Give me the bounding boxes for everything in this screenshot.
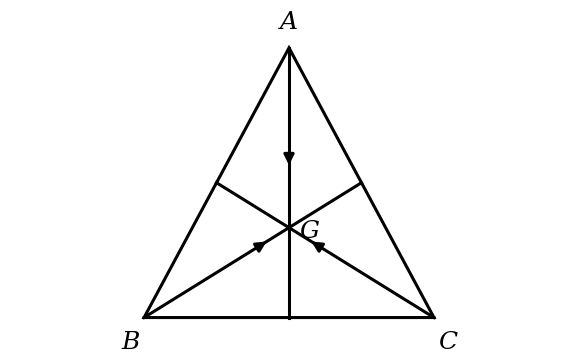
Text: C: C xyxy=(438,331,457,354)
Text: A: A xyxy=(280,11,298,34)
Text: G: G xyxy=(299,220,319,243)
Text: B: B xyxy=(121,331,140,354)
